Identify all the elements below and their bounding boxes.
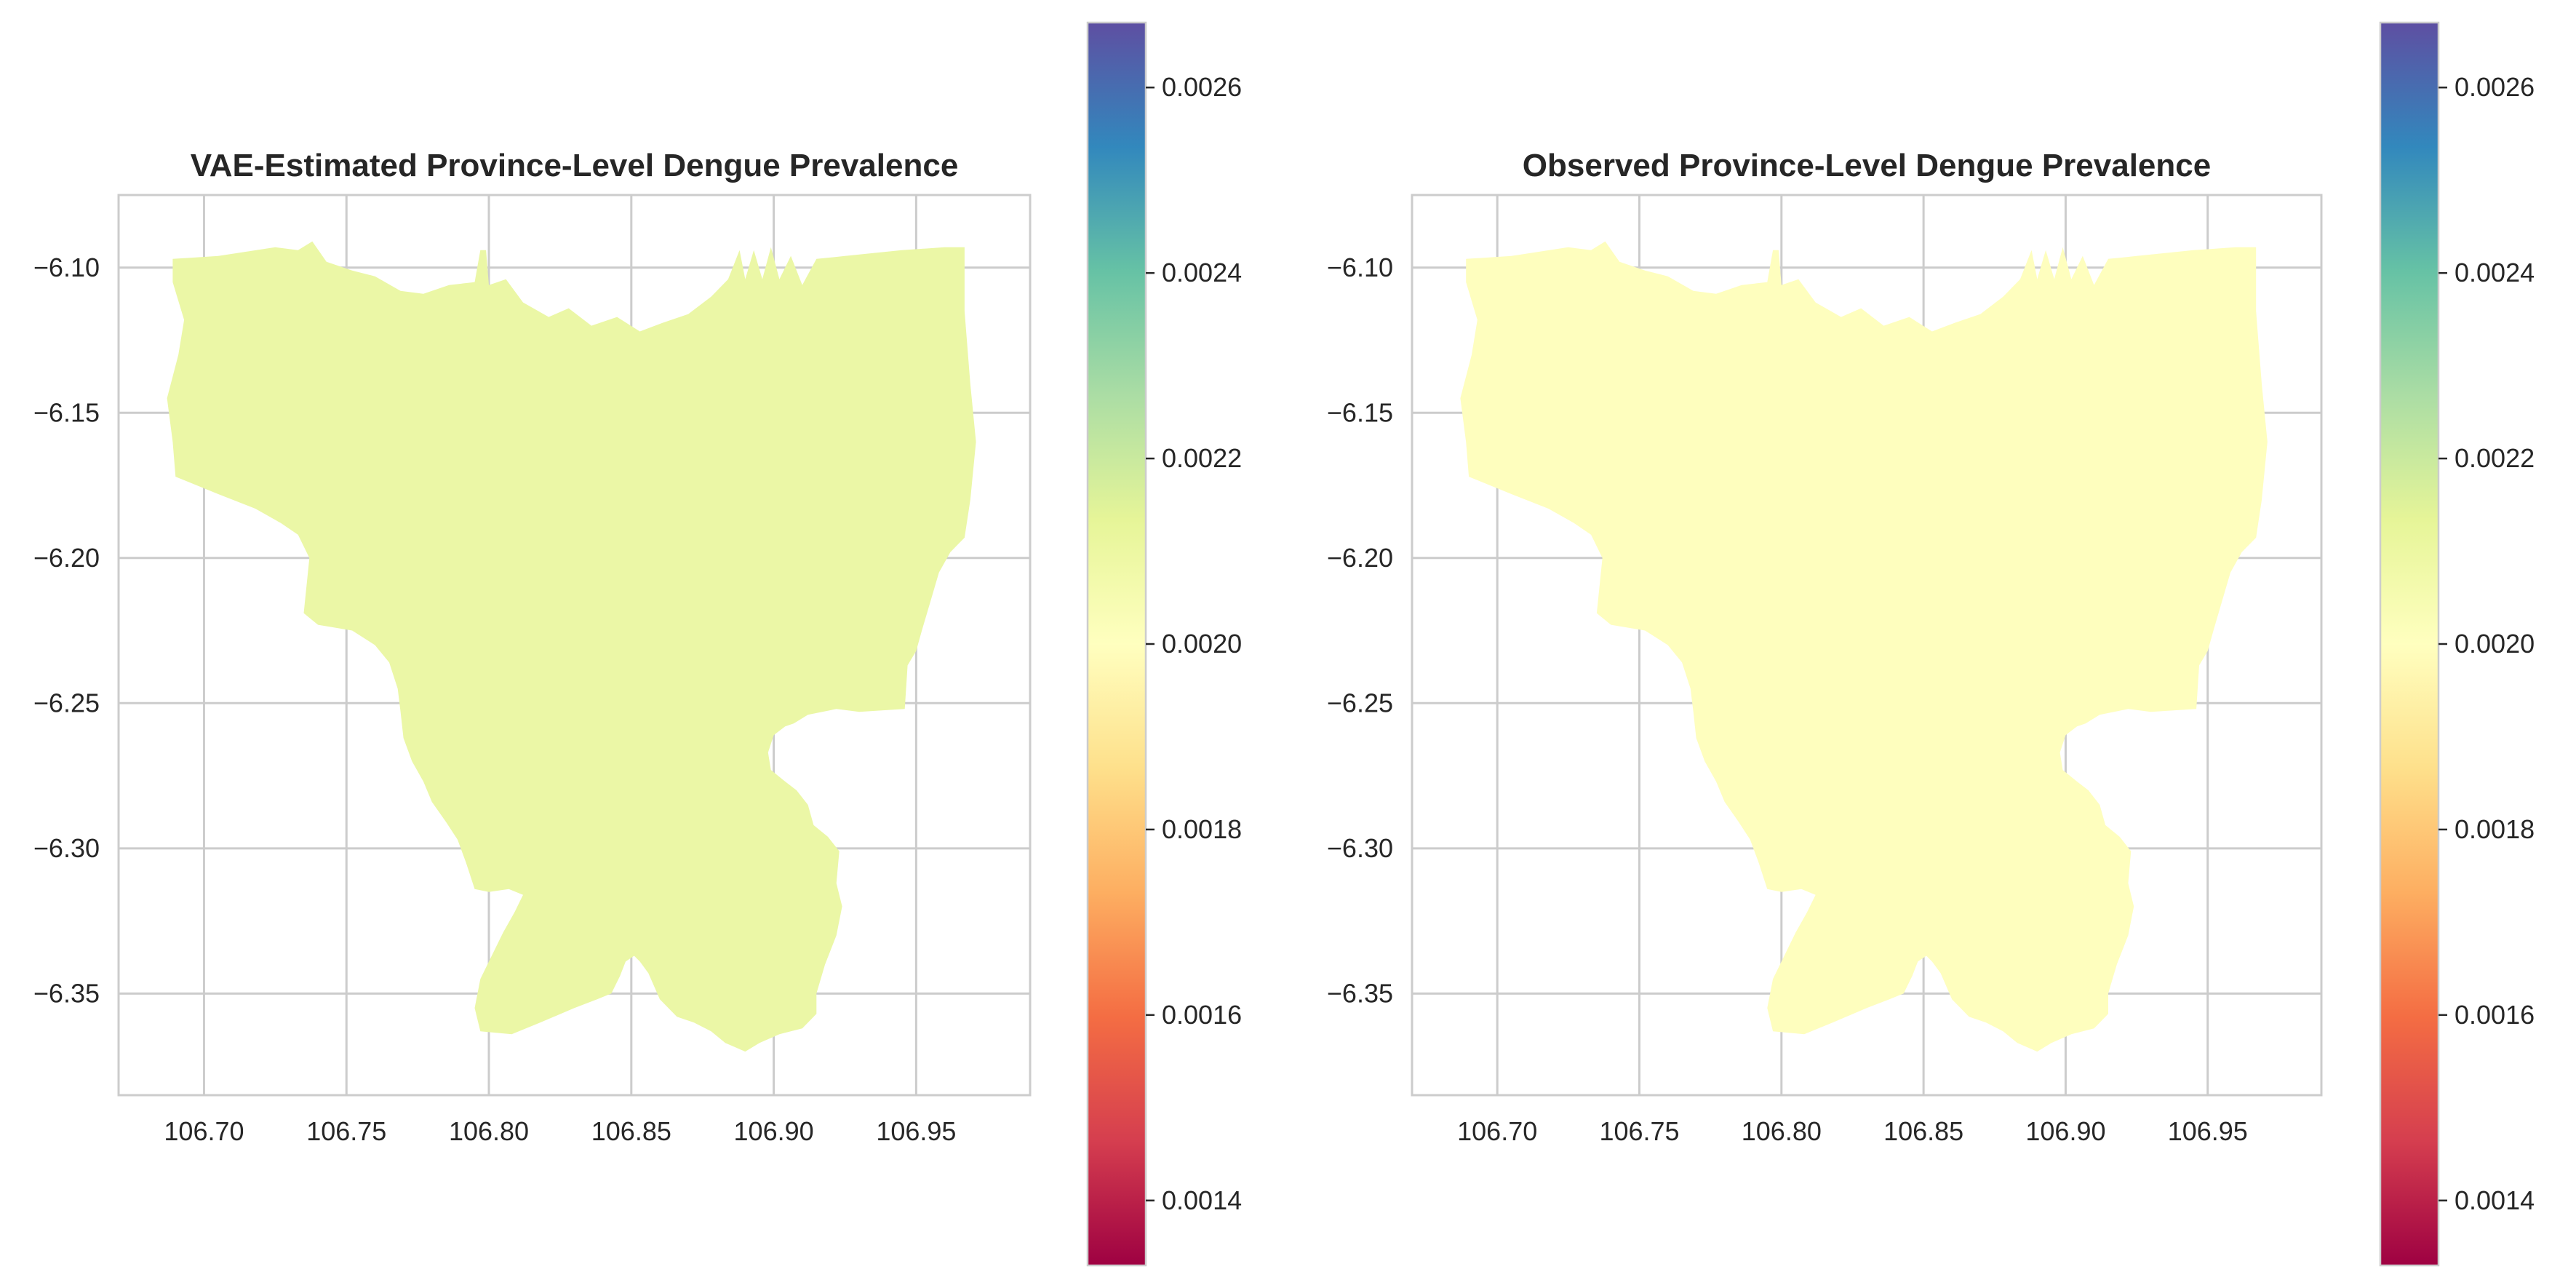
y-tick-label: −6.10: [1327, 253, 1393, 282]
map-panel-2: Observed Province-Level Dengue Prevalenc…: [1327, 21, 2535, 1267]
x-tick-label: 106.95: [876, 1116, 956, 1146]
y-tick-label: −6.35: [1327, 978, 1393, 1008]
colorbar-tick-label: 0.0014: [2455, 1185, 2535, 1215]
x-tick-label: 106.75: [306, 1116, 386, 1146]
colorbar-tick-label: 0.0024: [1162, 258, 1242, 287]
y-tick-label: −6.20: [1327, 543, 1393, 573]
x-tick-label: 106.85: [1883, 1116, 1963, 1146]
y-tick-label: −6.15: [1327, 397, 1393, 427]
colorbar-tick-label: 0.0024: [2455, 258, 2535, 287]
x-tick-label: 106.85: [591, 1116, 671, 1146]
map-panel-1: VAE-Estimated Province-Level Dengue Prev…: [33, 21, 1242, 1267]
colorbar-tick-label: 0.0020: [2455, 629, 2535, 659]
chart-title: Observed Province-Level Dengue Prevalenc…: [1523, 148, 2211, 183]
province-region: [167, 241, 976, 1052]
colorbar: 0.0014 0.0016 0.0018 0.0020 0.0022 0.0024 0.00…: [2379, 21, 2535, 1267]
y-tick-label: −6.30: [33, 833, 100, 863]
colorbar-gradient: [2380, 23, 2439, 1265]
y-tick-label: −6.25: [33, 688, 100, 717]
y-tick-label: −6.20: [33, 543, 100, 573]
x-tick-label: 106.70: [1457, 1116, 1537, 1146]
y-tick-label: −6.25: [1327, 688, 1393, 717]
x-tick-label: 106.80: [449, 1116, 529, 1146]
colorbar-tick-label: 0.0022: [2455, 443, 2535, 473]
colorbar-tick-label: 0.0018: [2455, 814, 2535, 844]
colorbar-tick-label: 0.0016: [2455, 1000, 2535, 1030]
y-tick-label: −6.15: [33, 397, 100, 427]
colorbar-tick-label: 0.0014: [1162, 1185, 1242, 1215]
y-tick-label: −6.10: [33, 253, 100, 282]
x-tick-label: 106.90: [2025, 1116, 2105, 1146]
y-tick-label: −6.35: [33, 978, 100, 1008]
colorbar-tick-label: 0.0026: [1162, 72, 1242, 102]
colorbar-tick-label: 0.0026: [2455, 72, 2535, 102]
chart-title: VAE-Estimated Province-Level Dengue Prev…: [191, 148, 959, 183]
province-region: [1460, 241, 2268, 1052]
axes-frame: [1411, 194, 2323, 1097]
colorbar: 0.0014 0.0016 0.0018 0.0020 0.0022 0.0024 0.00…: [1086, 21, 1242, 1267]
x-tick-label: 106.90: [734, 1116, 814, 1146]
colorbar-tick-label: 0.0020: [1162, 629, 1242, 659]
x-tick-label: 106.70: [164, 1116, 244, 1146]
axes-frame: [117, 194, 1032, 1097]
y-tick-label: −6.30: [1327, 833, 1393, 863]
x-tick-label: 106.95: [2168, 1116, 2248, 1146]
colorbar-tick-label: 0.0018: [1162, 814, 1242, 844]
x-tick-label: 106.80: [1742, 1116, 1822, 1146]
colorbar-tick-label: 0.0016: [1162, 1000, 1242, 1030]
colorbar-gradient: [1088, 23, 1146, 1265]
x-tick-label: 106.75: [1599, 1116, 1679, 1146]
colorbar-tick-label: 0.0022: [1162, 443, 1242, 473]
